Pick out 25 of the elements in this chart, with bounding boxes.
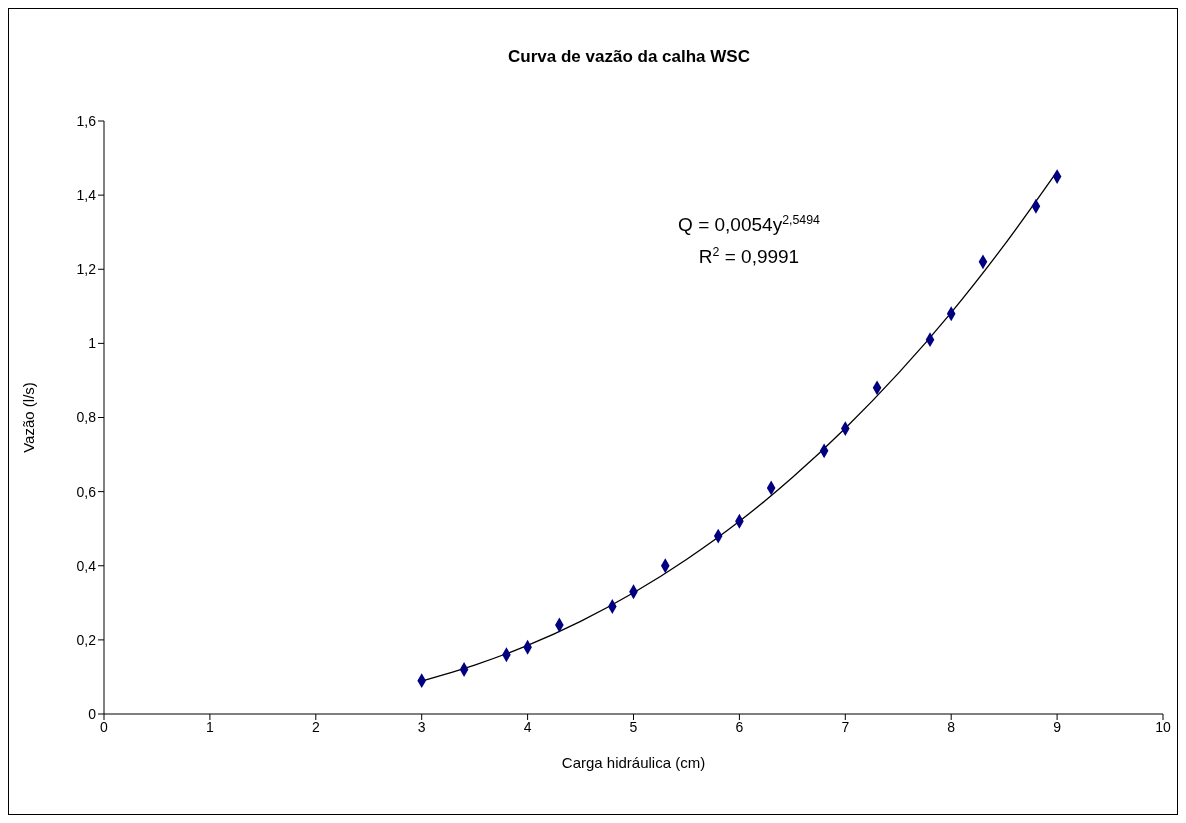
x-tick-label: 5 <box>629 718 638 735</box>
x-tick-label: 10 <box>1155 718 1171 735</box>
x-tick-label: 1 <box>206 718 214 735</box>
x-tick-label: 0 <box>100 718 109 735</box>
x-tick-label: 8 <box>947 718 956 735</box>
x-tick-label: 9 <box>1053 718 1062 735</box>
y-tick-label: 0,2 <box>76 631 97 648</box>
annotation: R$^{2}$ = 0,9991 <box>698 245 800 267</box>
y-tick-label: 1,6 <box>76 112 97 129</box>
y-axis-title: Vazão (l/s) <box>20 382 38 453</box>
y-tick-label: 1,2 <box>76 261 97 278</box>
x-tick-label: 7 <box>841 718 850 735</box>
y-tick-label: 0,6 <box>76 483 97 500</box>
x-tick-label: 2 <box>311 718 320 735</box>
annotation: Q = 0,0054y$^{2,5494}$ <box>678 213 821 235</box>
x-axis-title: Carga hidráulica (cm) <box>561 754 706 771</box>
y-tick-label: 0 <box>88 705 97 722</box>
y-tick-label: 1 <box>88 335 97 352</box>
x-tick-label: 4 <box>523 718 532 735</box>
y-tick-label: 1,4 <box>76 187 97 204</box>
y-tick-label: 0,8 <box>76 409 97 426</box>
x-tick-label: 3 <box>417 718 426 735</box>
chart-title: Curva de vazão da calha WSC <box>508 47 750 66</box>
x-tick-label: 6 <box>735 718 744 735</box>
y-tick-label: 0,4 <box>76 557 97 574</box>
